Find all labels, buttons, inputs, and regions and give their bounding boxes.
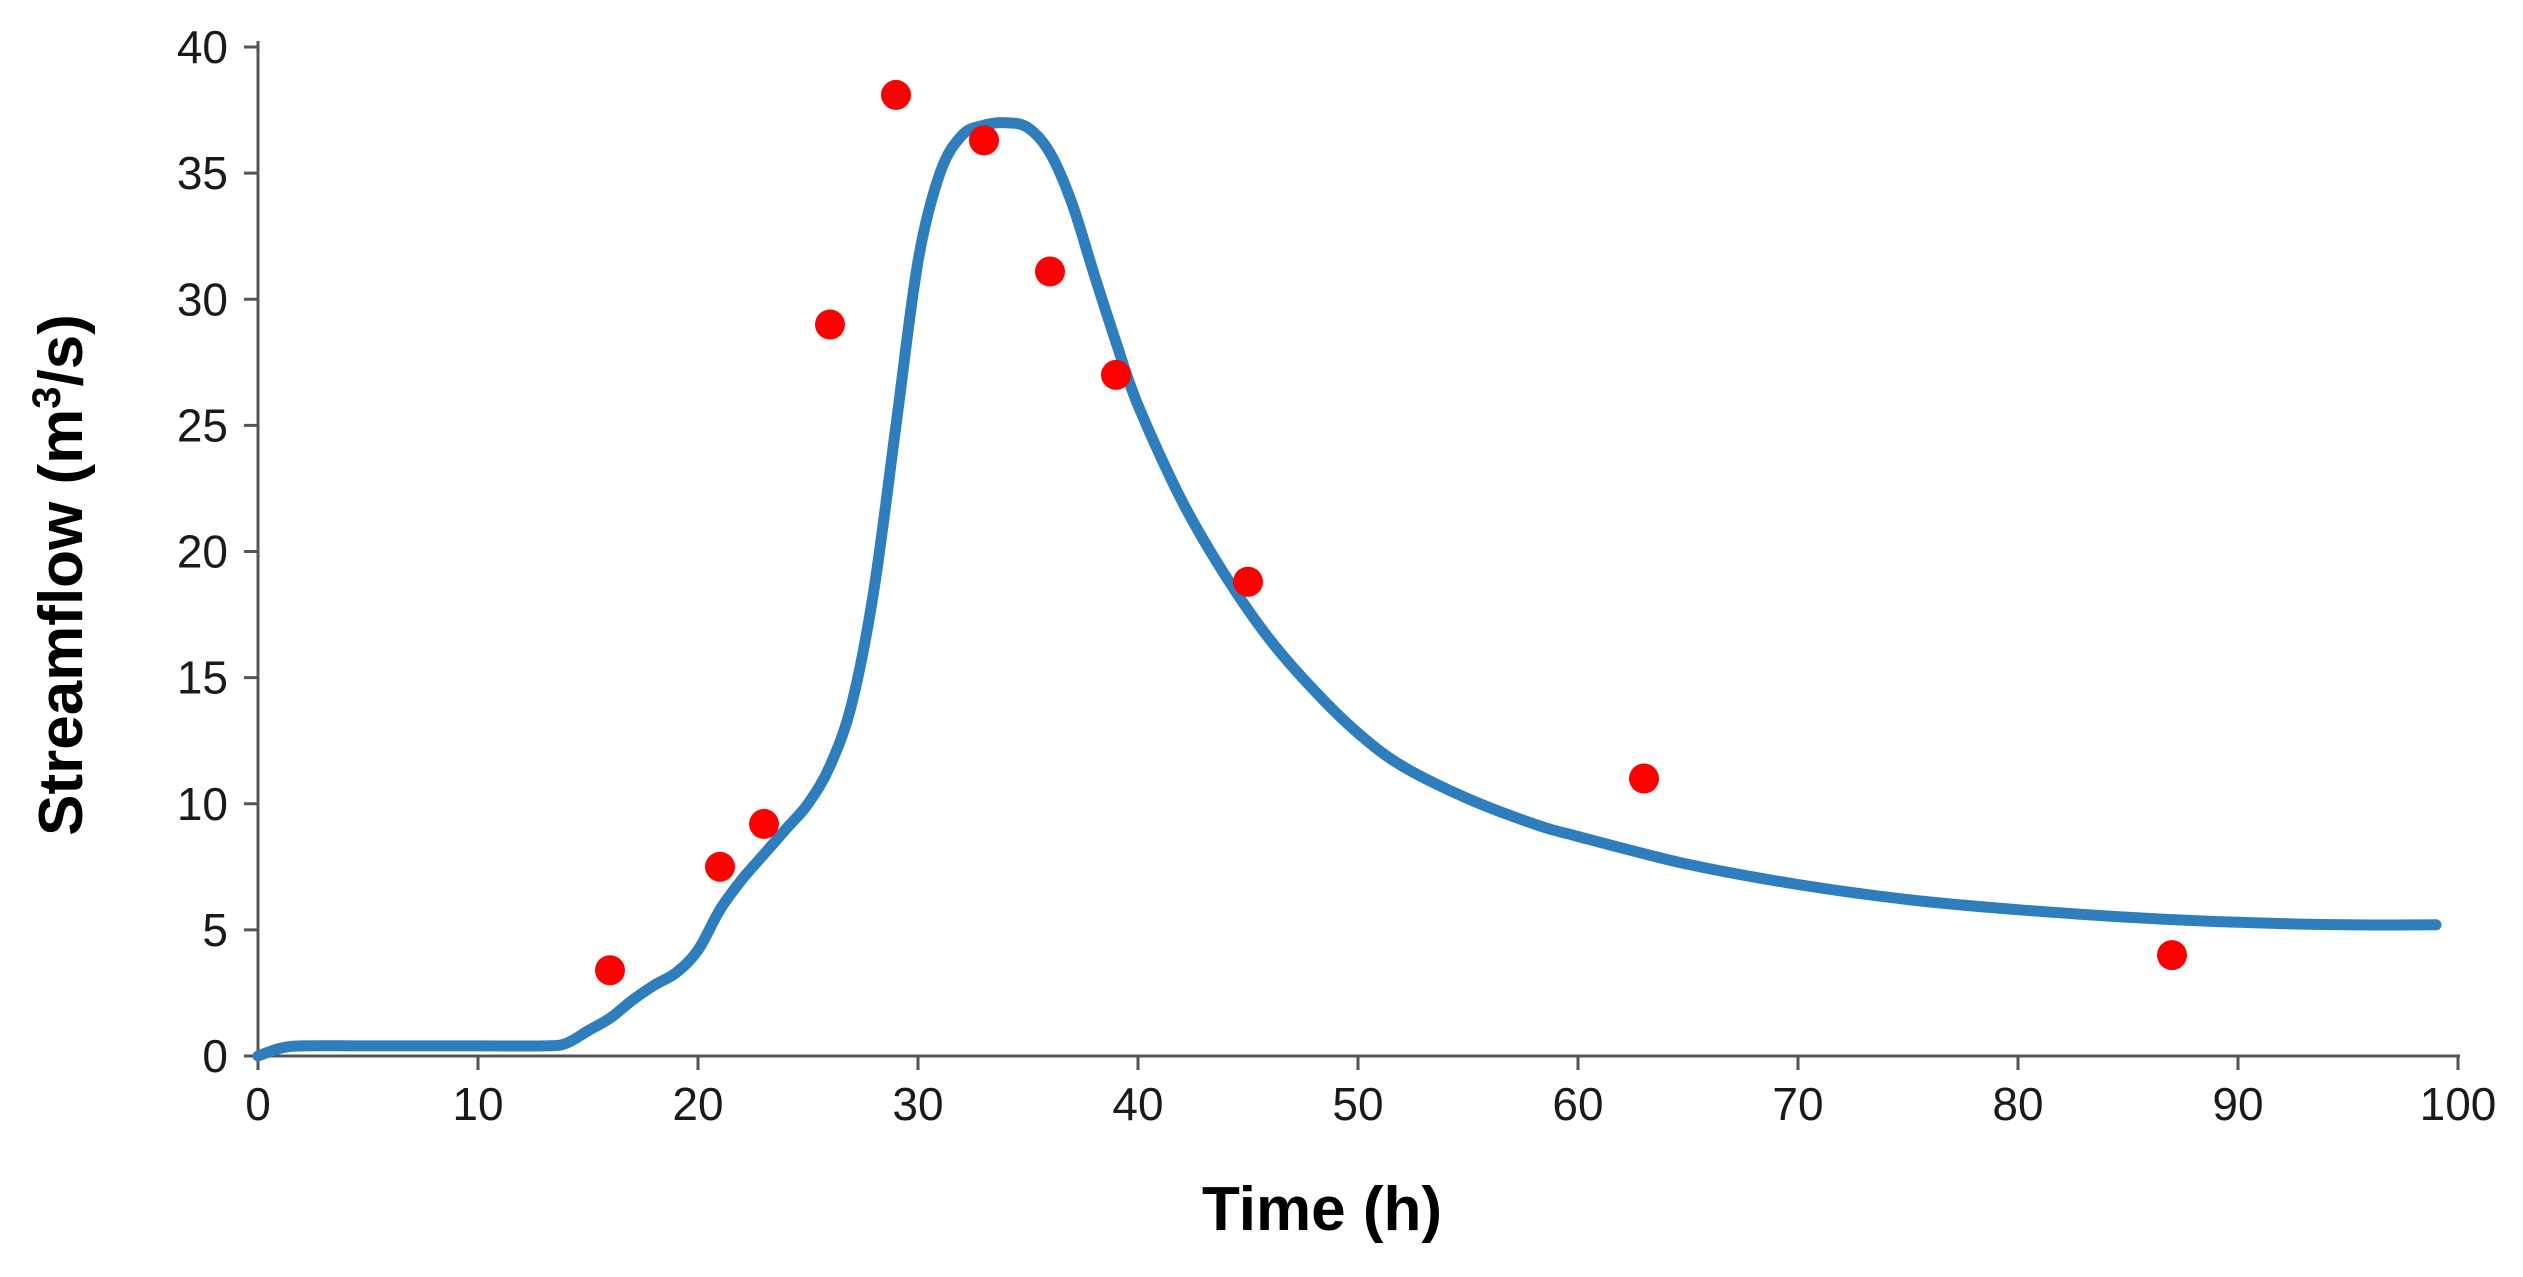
x-tick-label: 100 [2420, 1078, 2497, 1130]
observed-point [1101, 359, 1131, 390]
x-tick-label: 30 [892, 1078, 943, 1130]
observed-points [595, 79, 2187, 986]
y-tick-label: 10 [177, 778, 228, 830]
y-tick-label: 40 [177, 21, 228, 73]
series [252, 117, 2442, 1062]
x-axis-title: Time (h) [1202, 1175, 1442, 1244]
observed-point [749, 808, 779, 839]
y-tick-label: 0 [202, 1030, 228, 1082]
y-tick-label: 30 [177, 273, 228, 325]
x-tick-label: 0 [245, 1078, 271, 1130]
x-tick-label: 90 [2212, 1078, 2263, 1130]
y-tick-label: 5 [202, 904, 228, 956]
y-tick-label: 20 [177, 526, 228, 578]
observed-point [815, 309, 845, 340]
y-axis-title-tail: /s) [27, 314, 96, 386]
y-axis-title-superscript: 3 [25, 386, 69, 408]
observed-point [595, 955, 625, 986]
x-tick-label: 60 [1552, 1078, 1603, 1130]
ticks: 0 10 20 30 40 50 60 70 80 90 100 0 5 10 15 20 25 30 35 40 [177, 21, 2497, 1130]
x-tick-label: 20 [672, 1078, 723, 1130]
x-tick-label: 70 [1772, 1078, 1823, 1130]
x-tick-label: 40 [1112, 1078, 1163, 1130]
y-axis-title-main: Streamflow (m [27, 409, 96, 836]
x-tick-label: 50 [1332, 1078, 1383, 1130]
observed-point [881, 79, 911, 110]
x-tick-label: 10 [452, 1078, 503, 1130]
axes [256, 41, 2460, 1058]
observed-point [1629, 763, 1659, 794]
y-tick-label: 25 [177, 399, 228, 451]
observed-point [2157, 940, 2187, 971]
observed-point [1035, 256, 1065, 287]
y-axis-title: Streamflow (m3/s) [25, 314, 96, 836]
observed-point [1233, 566, 1263, 597]
simulated-streamflow-line [252, 117, 2442, 1062]
y-tick-label: 15 [177, 652, 228, 704]
observed-point [705, 851, 735, 882]
x-tick-label: 80 [1992, 1078, 2043, 1130]
y-tick-label: 35 [177, 147, 228, 199]
observed-point [969, 125, 999, 156]
